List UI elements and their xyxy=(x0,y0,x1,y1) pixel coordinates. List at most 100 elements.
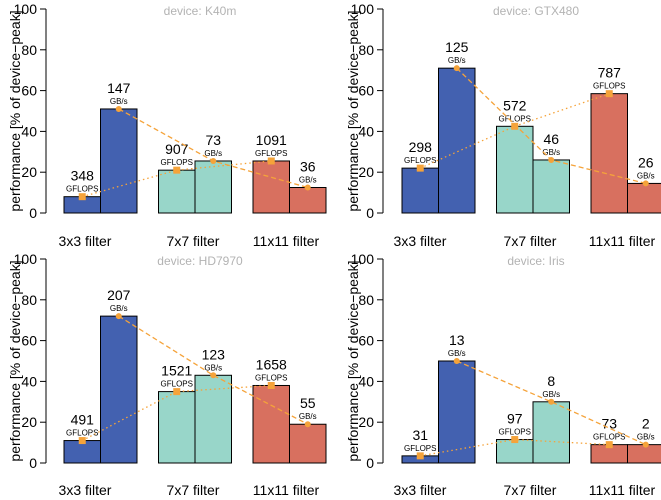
compute-marker xyxy=(416,452,424,460)
unit-label-compute: GFLOPS xyxy=(66,185,98,194)
chart-title: device: Iris xyxy=(507,254,564,268)
unit-label-bandwidth: GB/s xyxy=(448,56,466,65)
bar-compute[interactable] xyxy=(252,160,290,214)
bandwidth-marker xyxy=(548,156,555,163)
chart-title: device: K40m xyxy=(164,4,237,18)
bar-bandwidth[interactable] xyxy=(194,160,232,214)
compute-marker xyxy=(511,122,519,130)
data-label-compute: 787 xyxy=(598,65,622,81)
unit-label-compute: GFLOPS xyxy=(161,380,193,389)
chart-title: device: GTX480 xyxy=(493,4,579,18)
bar-bandwidth[interactable] xyxy=(194,374,232,464)
y-tick-label: 20 xyxy=(21,414,37,430)
bar-compute[interactable] xyxy=(158,169,196,214)
data-label-bandwidth: 36 xyxy=(300,159,316,175)
compute-marker xyxy=(267,381,275,389)
unit-label-compute: GFLOPS xyxy=(593,433,625,442)
y-tick-label: 60 xyxy=(21,83,37,99)
bar-bandwidth[interactable] xyxy=(289,423,327,464)
unit-label-compute: GFLOPS xyxy=(404,444,436,453)
compute-marker xyxy=(173,388,181,396)
bandwidth-marker xyxy=(115,313,122,320)
bar-bandwidth[interactable] xyxy=(438,67,476,214)
data-label-compute: 572 xyxy=(503,97,527,113)
bandwidth-marker xyxy=(453,65,460,72)
bandwidth-marker xyxy=(210,157,217,164)
y-tick-label: 100 xyxy=(351,251,375,267)
bar-bandwidth[interactable] xyxy=(100,108,138,214)
y-tick-label: 20 xyxy=(21,164,37,180)
bandwidth-marker xyxy=(642,180,649,187)
compute-marker xyxy=(605,441,613,449)
x-category-label: 7x7 filter xyxy=(504,233,557,249)
compute-marker xyxy=(78,437,86,445)
data-label-compute: 97 xyxy=(507,411,523,427)
bar-bandwidth[interactable] xyxy=(627,444,661,464)
bar-bandwidth[interactable] xyxy=(532,401,570,464)
data-label-bandwidth: 26 xyxy=(638,154,654,170)
unit-label-bandwidth: GB/s xyxy=(110,97,128,106)
data-label-compute: 348 xyxy=(71,168,95,184)
x-category-label: 7x7 filter xyxy=(167,482,220,498)
y-tick-label: 0 xyxy=(366,455,374,471)
bar-compute[interactable] xyxy=(496,125,534,214)
unit-label-compute: GFLOPS xyxy=(593,82,625,91)
bar-compute[interactable] xyxy=(496,439,534,464)
x-category-label: 3x3 filter xyxy=(394,482,447,498)
x-category-label: 7x7 filter xyxy=(167,233,220,249)
data-label-bandwidth: 13 xyxy=(449,332,465,348)
unit-label-bandwidth: GB/s xyxy=(110,304,128,313)
bar-bandwidth[interactable] xyxy=(627,182,661,214)
bar-compute[interactable] xyxy=(401,167,439,214)
bar-compute[interactable] xyxy=(590,93,628,214)
data-label-compute: 1091 xyxy=(256,132,287,148)
bar-bandwidth[interactable] xyxy=(289,187,327,214)
y-axis-label: performance [% of device−peak] xyxy=(345,260,361,461)
bar-bandwidth[interactable] xyxy=(438,360,476,464)
bar-compute[interactable] xyxy=(252,384,290,464)
data-label-bandwidth: 55 xyxy=(300,395,316,411)
data-label-compute: 1658 xyxy=(256,356,287,372)
data-label-bandwidth: 8 xyxy=(547,373,555,389)
bandwidth-marker xyxy=(642,441,649,448)
unit-label-compute: GFLOPS xyxy=(499,114,531,123)
unit-label-bandwidth: GB/s xyxy=(448,349,466,358)
y-axis-label: performance [% of device−peak] xyxy=(7,260,23,461)
unit-label-bandwidth: GB/s xyxy=(637,171,655,180)
data-label-compute: 31 xyxy=(412,427,428,443)
y-tick-label: 80 xyxy=(358,292,374,308)
compute-marker xyxy=(173,166,181,174)
y-tick-label: 20 xyxy=(358,164,374,180)
compute-marker xyxy=(78,193,86,201)
bar-bandwidth[interactable] xyxy=(532,159,570,214)
compute-marker xyxy=(605,90,613,98)
compute-marker xyxy=(416,164,424,172)
x-category-label: 7x7 filter xyxy=(504,482,557,498)
y-tick-label: 80 xyxy=(21,42,37,58)
unit-label-bandwidth: GB/s xyxy=(204,363,222,372)
unit-label-compute: GFLOPS xyxy=(499,428,531,437)
data-label-compute: 907 xyxy=(165,141,189,157)
unit-label-bandwidth: GB/s xyxy=(204,149,222,158)
bandwidth-trend-line xyxy=(456,360,647,446)
y-axis-label: performance [% of device−peak] xyxy=(7,10,23,211)
x-category-label: 3x3 filter xyxy=(59,482,112,498)
y-tick-label: 0 xyxy=(29,205,37,221)
data-label-bandwidth: 207 xyxy=(107,287,131,303)
x-category-label: 11x11 filter xyxy=(253,482,320,498)
unit-label-bandwidth: GB/s xyxy=(637,433,655,442)
y-tick-label: 0 xyxy=(366,205,374,221)
unit-label-compute: GFLOPS xyxy=(161,158,193,167)
y-tick-label: 60 xyxy=(358,83,374,99)
data-label-bandwidth: 2 xyxy=(642,416,650,432)
y-tick-label: 40 xyxy=(21,123,37,139)
bar-bandwidth[interactable] xyxy=(100,315,138,464)
x-category-label: 11x11 filter xyxy=(589,482,656,498)
bar-compute[interactable] xyxy=(158,391,196,464)
data-label-compute: 73 xyxy=(601,416,617,432)
unit-label-bandwidth: GB/s xyxy=(299,176,317,185)
bandwidth-marker xyxy=(548,398,555,405)
